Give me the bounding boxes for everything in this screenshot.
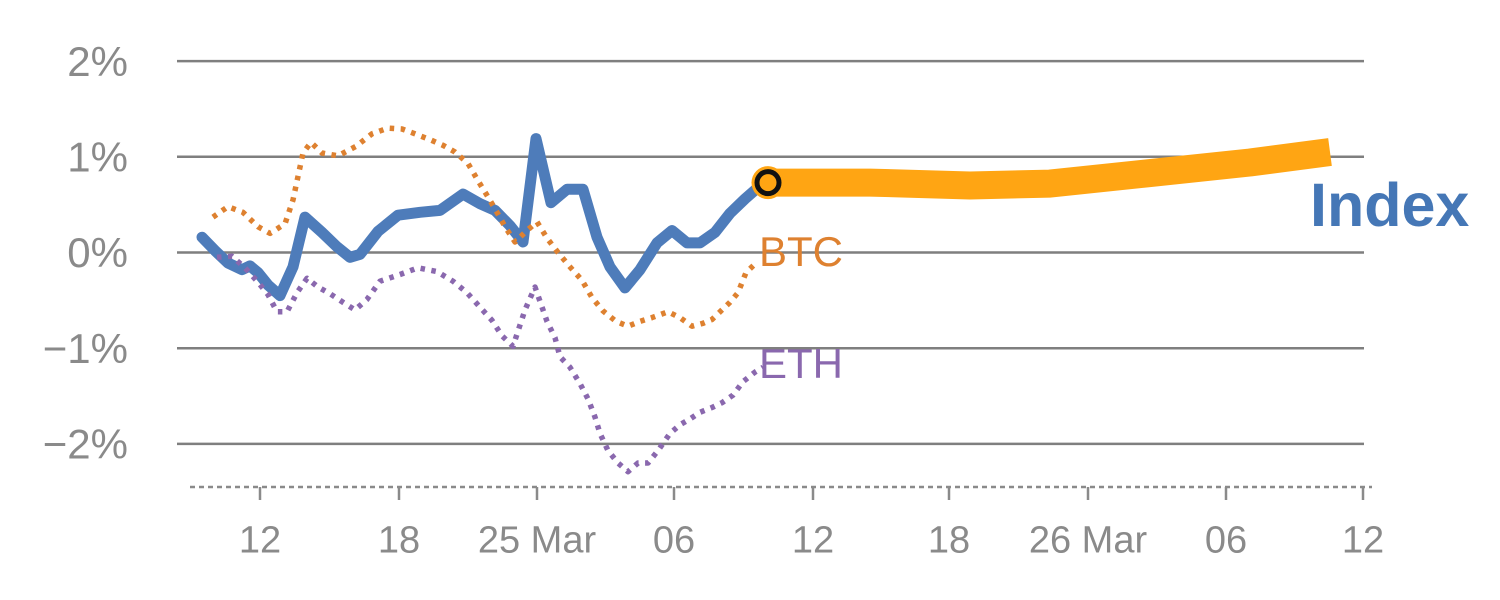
x-tick-label: 12	[792, 519, 834, 561]
x-tick-label: 12	[239, 519, 281, 561]
x-tick-label: 26 Mar	[1029, 519, 1148, 561]
y-tick-label: −2%	[43, 421, 128, 468]
y-tick-label: 0%	[67, 229, 128, 276]
eth-line	[216, 253, 765, 475]
x-tick-label: 18	[378, 519, 420, 561]
index-series-label: Index	[1310, 171, 1470, 239]
index-projection-band	[768, 138, 1332, 200]
y-tick-label: −1%	[43, 325, 128, 372]
x-tick-label: 18	[928, 519, 970, 561]
current-value-marker	[754, 169, 782, 197]
y-tick-label: 2%	[67, 38, 128, 85]
index-line	[196, 133, 774, 302]
x-tick-label: 12	[1342, 519, 1384, 561]
btc-series-label: BTC	[759, 228, 843, 275]
x-tick-label: 06	[1205, 519, 1247, 561]
y-tick-label: 1%	[67, 134, 128, 181]
x-tick-label: 06	[653, 519, 695, 561]
x-tick-label: 25 Mar	[478, 519, 597, 561]
btc-line	[211, 125, 759, 329]
eth-series-label: ETH	[759, 340, 843, 387]
